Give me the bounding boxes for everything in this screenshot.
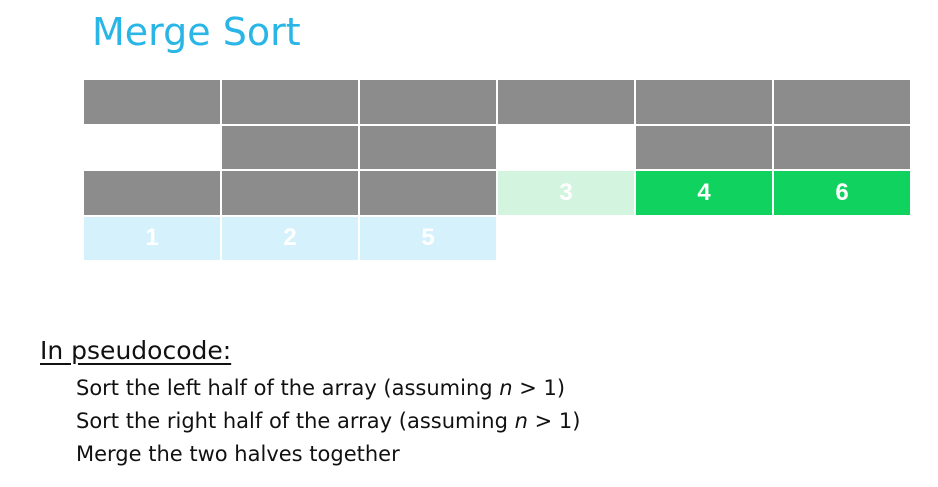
grid-cell-r4-c2: 2	[222, 217, 358, 261]
pseudocode-line-3: Merge the two halves together	[76, 438, 580, 471]
grid-cell-r1-c1	[84, 80, 220, 124]
grid-cell-r2-c6	[774, 126, 910, 170]
grid-cell-r2-c3	[360, 126, 496, 170]
pseudocode-heading: In pseudocode:	[40, 336, 231, 365]
grid-cell-r3-c3	[360, 171, 496, 215]
grid-cell-r3-c2	[222, 171, 358, 215]
grid-cell-r4-c3: 5	[360, 217, 496, 261]
grid-cell-r1-c5	[636, 80, 772, 124]
grid-cell-r2-c2	[222, 126, 358, 170]
grid-cell-r3-c5: 4	[636, 171, 772, 215]
pseudocode-line-1: Sort the left half of the array (assumin…	[76, 372, 580, 405]
grid-cell-r1-c2	[222, 80, 358, 124]
grid-cell-r3-c1	[84, 171, 220, 215]
grid-cell-r1-c3	[360, 80, 496, 124]
grid-cell-r3-c4: 3	[498, 171, 634, 215]
grid-cell-r1-c6	[774, 80, 910, 124]
grid-cell-r2-c5	[636, 126, 772, 170]
page-title: Merge Sort	[92, 10, 301, 54]
grid-cell-r3-c6: 6	[774, 171, 910, 215]
grid-cell-r4-c1: 1	[84, 217, 220, 261]
pseudocode-list: Sort the left half of the array (assumin…	[76, 372, 580, 471]
pseudocode-line-2: Sort the right half of the array (assumi…	[76, 405, 580, 438]
grid-cell-r1-c4	[498, 80, 634, 124]
